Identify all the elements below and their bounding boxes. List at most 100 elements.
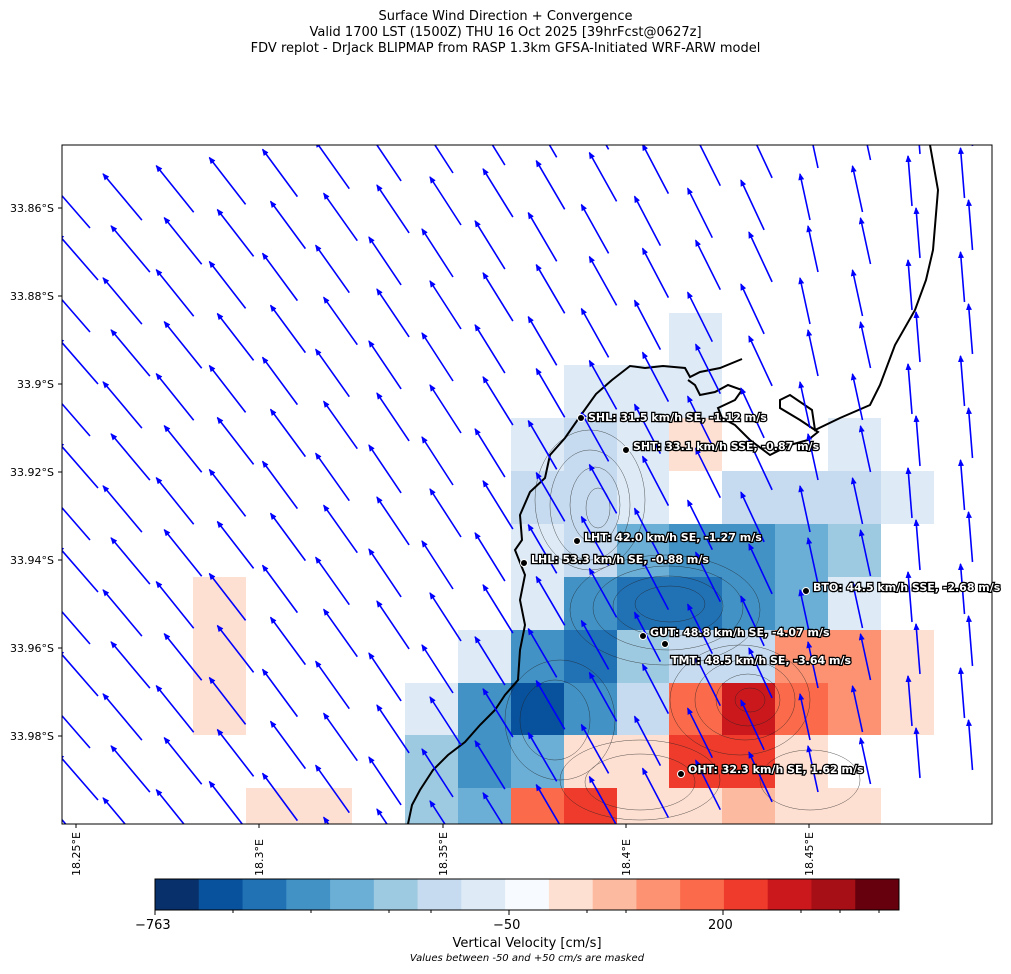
wind-arrow xyxy=(957,147,966,199)
wind-arrow xyxy=(535,263,566,314)
wind-arrow xyxy=(482,272,514,322)
wind-arrow xyxy=(163,216,203,265)
station-sht: SHT: 33.1 km/h SSE, -0.87 m/s xyxy=(622,439,821,454)
wind-arrow xyxy=(858,737,872,785)
wind-arrow xyxy=(748,439,773,491)
wind-arrow xyxy=(368,236,402,286)
wind-arrow xyxy=(535,367,566,418)
wind-arrow xyxy=(315,244,350,294)
wind-arrow xyxy=(694,655,722,707)
wind-arrow xyxy=(216,728,255,777)
wind-arrow xyxy=(102,797,127,824)
colorbar-swatch xyxy=(505,879,550,910)
colorbar-note: Values between -50 and +50 cm/s are mask… xyxy=(409,953,645,964)
wind-arrow xyxy=(155,684,195,733)
wind-arrow xyxy=(474,532,506,582)
map-axes: 33.86°S 33.88°S 33.9°S 33.92°S 33.94°S 33.96°… xyxy=(10,202,816,876)
station-bto: BTO: 44.5 km/h SSE, -2.68 m/s xyxy=(802,580,1002,595)
wind-arrow xyxy=(580,723,610,774)
wind-arrow xyxy=(271,825,306,872)
wind-arrow xyxy=(588,359,618,410)
wind-arrow xyxy=(421,436,454,486)
lon-label: 18.25°E xyxy=(70,832,83,876)
wind-arrow xyxy=(605,145,610,150)
wind-arrow xyxy=(217,834,253,881)
wind-arrow xyxy=(208,364,247,413)
wind-arrow xyxy=(957,355,966,407)
wind-arrow xyxy=(102,277,143,325)
wind-arrow xyxy=(368,652,402,702)
wind-arrow xyxy=(421,228,454,278)
wind-arrow xyxy=(482,792,504,824)
wind-arrow xyxy=(216,520,255,569)
wind-arrow xyxy=(800,70,810,116)
wind-arrow xyxy=(62,298,91,333)
colorbar-swatch xyxy=(636,879,681,910)
wind-arrow xyxy=(261,460,299,510)
wind-arrow xyxy=(376,704,410,754)
station-label-bto: BTO: 44.5 km/h SSE, -2.68 m/s xyxy=(813,581,1001,594)
wind-arrow xyxy=(368,548,402,598)
wind-arrow xyxy=(806,433,819,481)
wind-arrow xyxy=(62,649,99,697)
wind-arrow xyxy=(694,551,722,603)
colorbar-swatch xyxy=(198,879,244,910)
wind-arrow xyxy=(269,200,307,250)
wind-arrow xyxy=(580,203,610,254)
colorbar xyxy=(154,878,900,915)
wind-arrow xyxy=(433,145,454,174)
wind-arrow xyxy=(961,44,965,94)
colorbar-swatch xyxy=(592,879,637,910)
wind-arrow xyxy=(741,76,764,126)
wind-arrow xyxy=(580,515,610,566)
cb-tick-min: −763 xyxy=(135,918,171,933)
wind-arrow xyxy=(913,207,921,259)
wind-arrow xyxy=(642,145,670,194)
wind-arrow xyxy=(798,277,811,325)
wind-arrow xyxy=(368,340,402,390)
wind-arrow xyxy=(535,783,561,824)
wind-arrow xyxy=(102,173,143,221)
wind-arrow xyxy=(905,467,913,519)
wind-arrow xyxy=(261,668,299,718)
convergence-cells xyxy=(193,313,934,824)
wind-arrow xyxy=(641,247,670,298)
station-label-lhl: LHL: 53.3 km/h SE, -0.88 m/s xyxy=(531,553,709,566)
wind-arrow xyxy=(913,727,921,779)
wind-arrow xyxy=(102,693,143,741)
wind-arrow xyxy=(806,329,819,377)
cb-tick-max: 200 xyxy=(708,918,733,933)
wind-arrow xyxy=(110,641,151,689)
station-tmt: TMT: 48.5 km/h SE, -3.64 m/s xyxy=(661,640,853,668)
wind-arrow xyxy=(375,145,402,182)
colorbar-swatch xyxy=(767,879,812,910)
wind-arrow xyxy=(686,187,714,239)
station-lhl: LHL: 53.3 km/h SE, -0.88 m/s xyxy=(520,552,711,567)
colorbar-swatch xyxy=(811,879,856,910)
wind-arrow xyxy=(635,92,661,141)
wind-arrow xyxy=(62,194,91,229)
wind-arrow xyxy=(163,736,203,785)
wind-arrow xyxy=(482,480,514,530)
lon-label: 18.3°E xyxy=(253,839,266,876)
wind-arrow xyxy=(323,296,358,346)
wind-arrow xyxy=(905,155,913,207)
wind-arrow xyxy=(580,307,610,358)
wind-arrow xyxy=(633,715,662,766)
wind-arrow xyxy=(110,329,151,377)
colorbar-frame xyxy=(154,878,900,911)
wind-arrow xyxy=(421,332,454,382)
wind-arrow xyxy=(315,452,350,502)
wind-arrow xyxy=(62,753,99,801)
wind-arrow xyxy=(269,304,307,354)
wind-arrow xyxy=(429,592,462,642)
wind-arrow xyxy=(588,255,618,306)
wind-arrow xyxy=(812,145,819,169)
wind-arrow xyxy=(694,447,722,499)
wind-arrow xyxy=(376,184,410,234)
map-frame xyxy=(61,144,993,825)
wind-arrow xyxy=(694,343,722,395)
wind-arrow xyxy=(208,572,247,621)
wind-arrow xyxy=(588,775,617,824)
wind-arrow xyxy=(269,720,307,770)
